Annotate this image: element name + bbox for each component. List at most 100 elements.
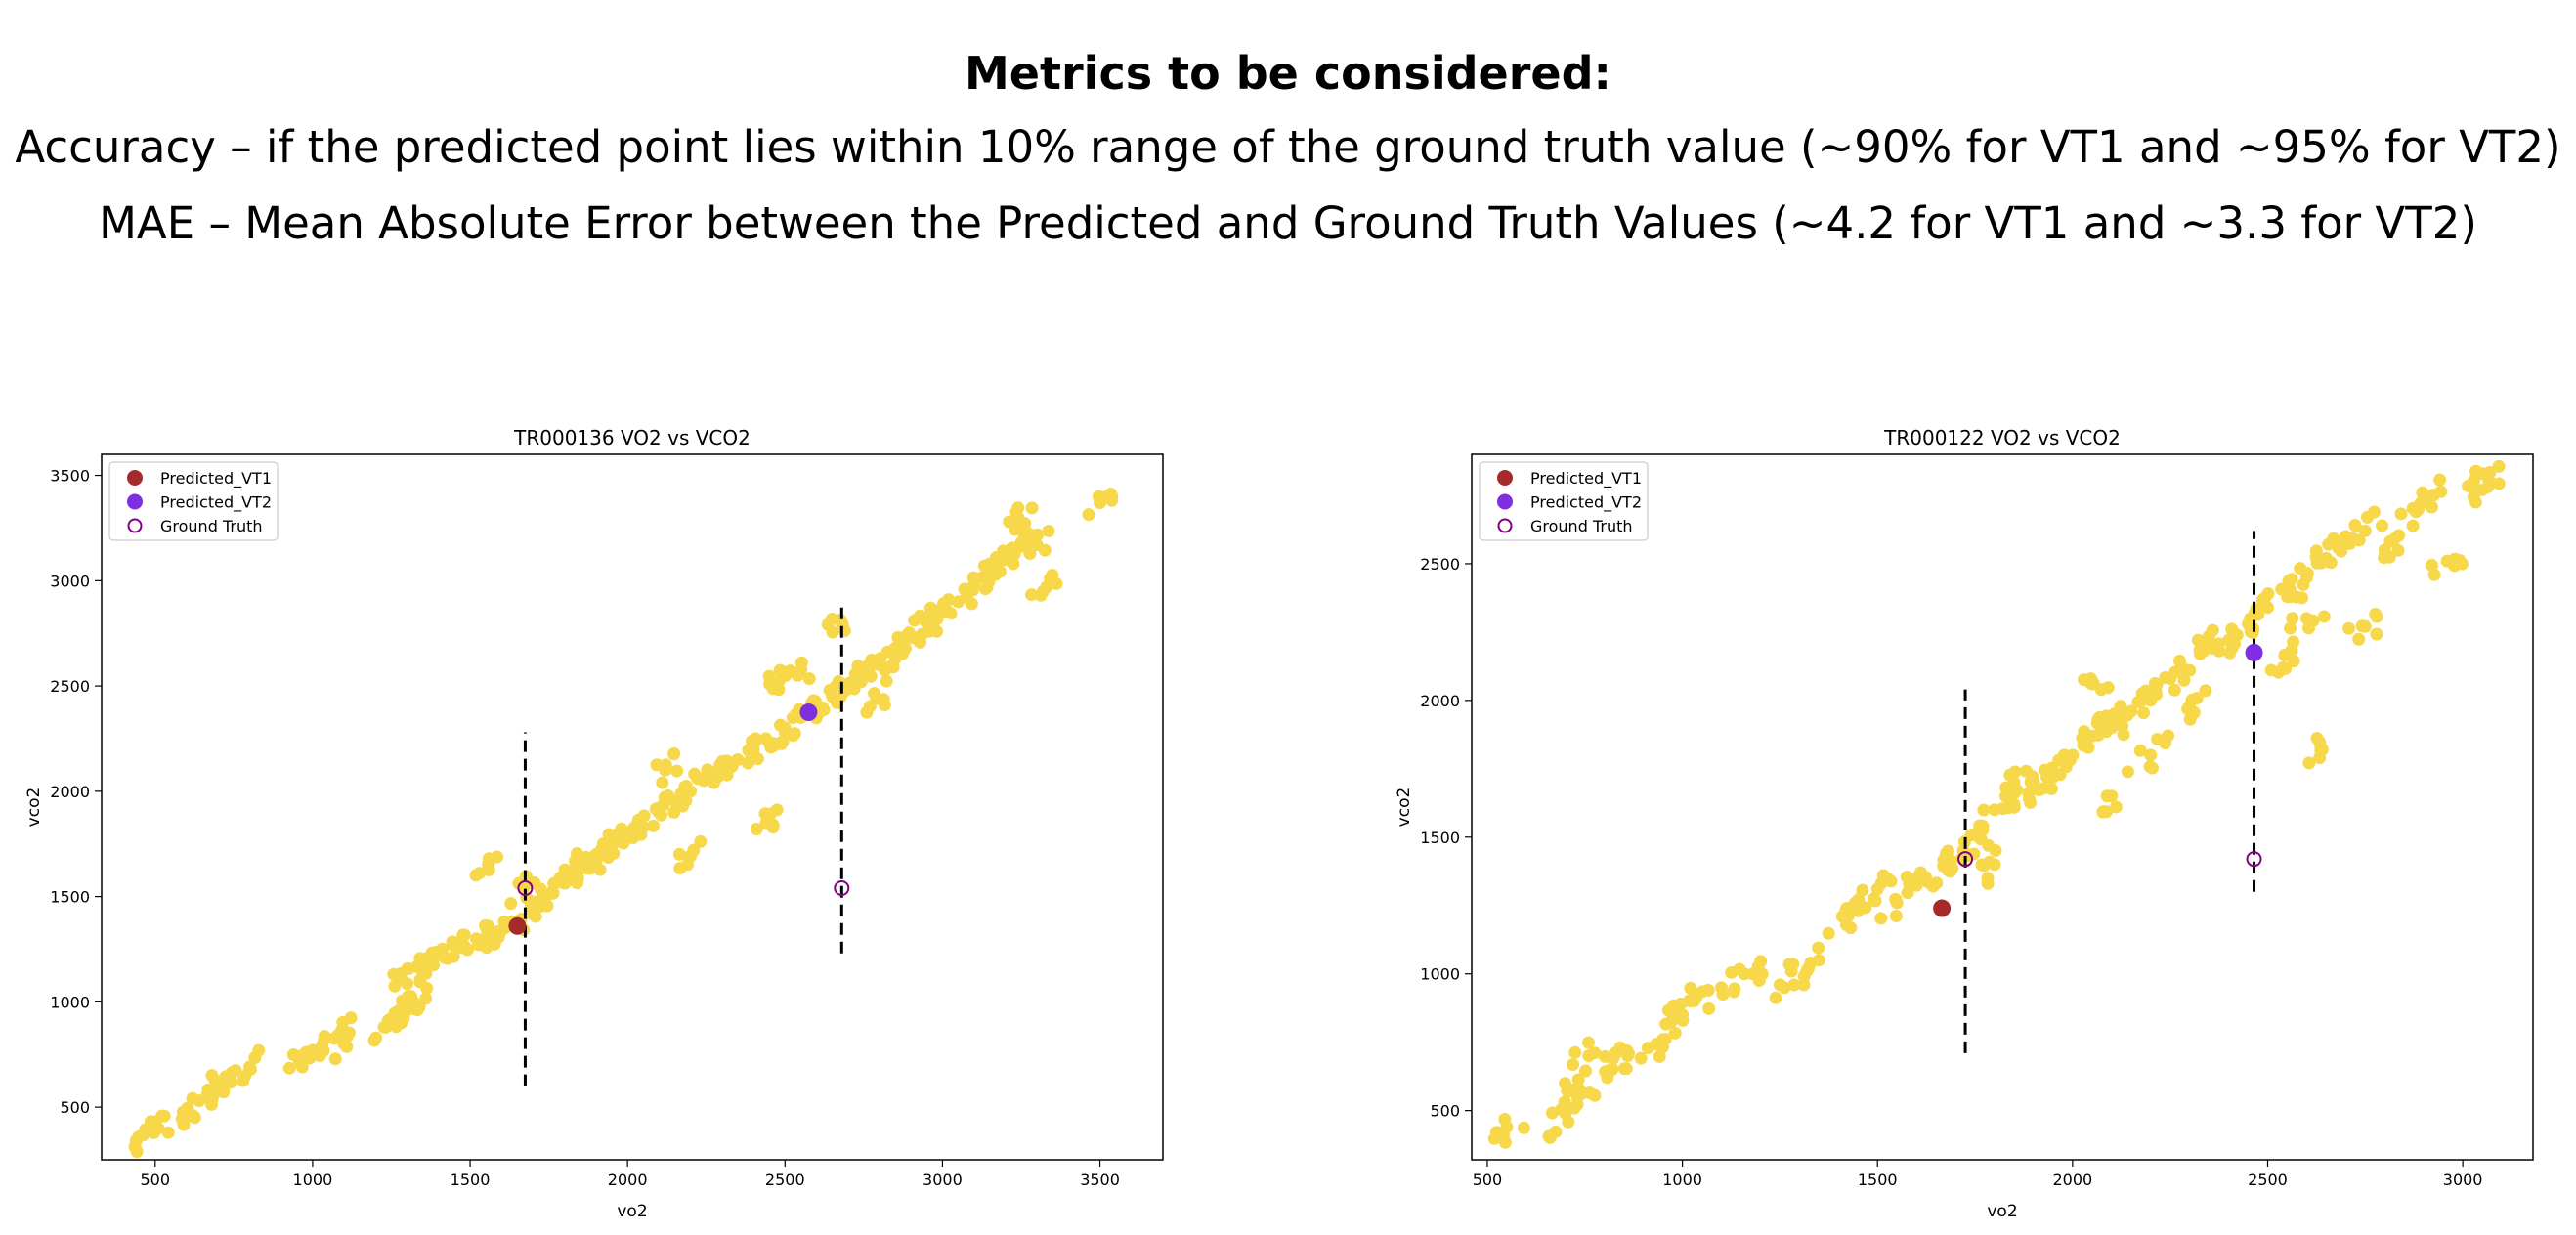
scatter-point	[210, 1077, 224, 1090]
scatter-point	[863, 660, 877, 674]
scatter-point	[1900, 871, 1913, 884]
scatter-point	[617, 836, 630, 850]
scatter-point	[1976, 819, 1990, 832]
scatter-point	[659, 758, 672, 772]
x-tick-label: 2500	[765, 1171, 805, 1189]
scatter-point	[770, 803, 784, 817]
scatter-point	[2109, 800, 2123, 814]
scatter-point	[2057, 748, 2071, 762]
x-tick-label: 500	[1473, 1171, 1503, 1189]
scatter-point	[742, 744, 755, 757]
scatter-point	[1498, 1135, 1512, 1149]
scatter-point	[401, 977, 414, 991]
scatter-point	[2159, 670, 2172, 684]
scatter-point	[413, 975, 427, 989]
scatter-point	[1941, 844, 1954, 858]
scatter-point	[546, 886, 560, 900]
scatter-point	[628, 820, 642, 833]
scatter-point	[834, 613, 847, 626]
scatter-point	[2315, 556, 2329, 570]
y-tick-label: 500	[1430, 1102, 1460, 1121]
scatter-point	[654, 808, 667, 822]
scatter-point	[2168, 683, 2181, 697]
scatter-point	[282, 1061, 296, 1075]
legend-marker	[127, 493, 143, 510]
x-tick-label: 3000	[2443, 1171, 2483, 1189]
scatter-point	[334, 1030, 348, 1043]
x-tick-label: 3000	[923, 1171, 963, 1189]
scatter-point	[2352, 632, 2366, 646]
scatter-point	[570, 846, 583, 860]
scatter-point	[667, 747, 681, 761]
scatter-point	[1981, 876, 1995, 890]
scatter-point	[854, 675, 868, 689]
scatter-point	[720, 768, 734, 782]
scatter-point	[2367, 505, 2381, 519]
x-tick-label: 1500	[451, 1171, 491, 1189]
y-axis-label: vco2	[24, 788, 44, 828]
scatter-point	[2391, 543, 2405, 557]
scatter-point	[2427, 568, 2441, 581]
scatter-point	[535, 899, 548, 913]
scatter-point	[313, 1049, 326, 1063]
scatter-point	[2090, 716, 2104, 730]
scatter-point	[944, 607, 958, 620]
scatter-point	[2313, 736, 2327, 749]
scatter-point	[637, 809, 651, 823]
scatter-point	[1489, 1126, 1503, 1139]
scatter-point	[772, 683, 786, 697]
scatter-point	[878, 699, 891, 712]
predicted-vt2-point	[2245, 643, 2263, 661]
scatter-point	[2082, 741, 2095, 754]
y-tick-label: 2000	[50, 783, 90, 801]
scatter-point	[2317, 610, 2331, 623]
chart-title: TR000122 VO2 vs VCO2	[1883, 426, 2121, 449]
scatter-point	[1023, 546, 1037, 560]
scatter-point	[694, 834, 708, 848]
scatter-point	[1926, 879, 1940, 893]
scatter-point	[2190, 692, 2204, 705]
scatter-point	[1031, 528, 1045, 541]
scatter-point	[2302, 621, 2316, 635]
scatter-point	[389, 1020, 403, 1034]
scatter-point	[1042, 524, 1055, 537]
legend-box	[108, 461, 279, 541]
scatter-point	[2331, 536, 2344, 550]
scatter-point	[1702, 1001, 1716, 1015]
scatter-point	[2287, 655, 2300, 668]
scatter-point	[672, 847, 686, 861]
scatter-point	[2406, 519, 2420, 532]
scatter-point	[2394, 507, 2408, 521]
scatter-point	[1001, 550, 1014, 564]
scatter-point	[779, 665, 793, 679]
scatter-point	[2135, 687, 2149, 701]
scatter-point	[1996, 802, 2010, 816]
scatter-point	[1567, 1058, 1580, 1072]
scatter-point	[806, 694, 820, 707]
scatter-point	[706, 771, 719, 785]
x-axis-label: vo2	[617, 1202, 647, 1221]
scatter-point	[930, 624, 944, 638]
scatter-point	[2416, 486, 2429, 499]
scatter-point	[161, 1126, 175, 1139]
scatter-point	[1868, 892, 1881, 906]
scatter-point	[1755, 967, 1769, 981]
scatter-point	[293, 1055, 307, 1069]
y-tick-label: 1500	[1420, 829, 1460, 847]
scatter-point	[396, 994, 409, 1007]
predicted-vt2-point	[799, 703, 818, 722]
scatter-point	[147, 1126, 160, 1139]
scatter-point	[2148, 676, 2162, 690]
scatter-point	[1567, 1083, 1581, 1096]
scatter-point	[1859, 901, 1872, 915]
legend-marker	[1497, 493, 1513, 510]
scatter-point	[229, 1064, 242, 1078]
scatter-point	[673, 862, 687, 875]
scatter-point	[1579, 1064, 1593, 1078]
scatter-point	[1498, 1113, 1512, 1127]
scatter-point	[898, 642, 912, 656]
scatter-point	[2199, 684, 2212, 698]
chart-2: TR000122 VO2 vs VCO2 500 1000 1500 2000 2500 3…	[1395, 426, 2534, 1221]
scatter-point	[427, 950, 441, 963]
scatter-point	[942, 593, 956, 607]
